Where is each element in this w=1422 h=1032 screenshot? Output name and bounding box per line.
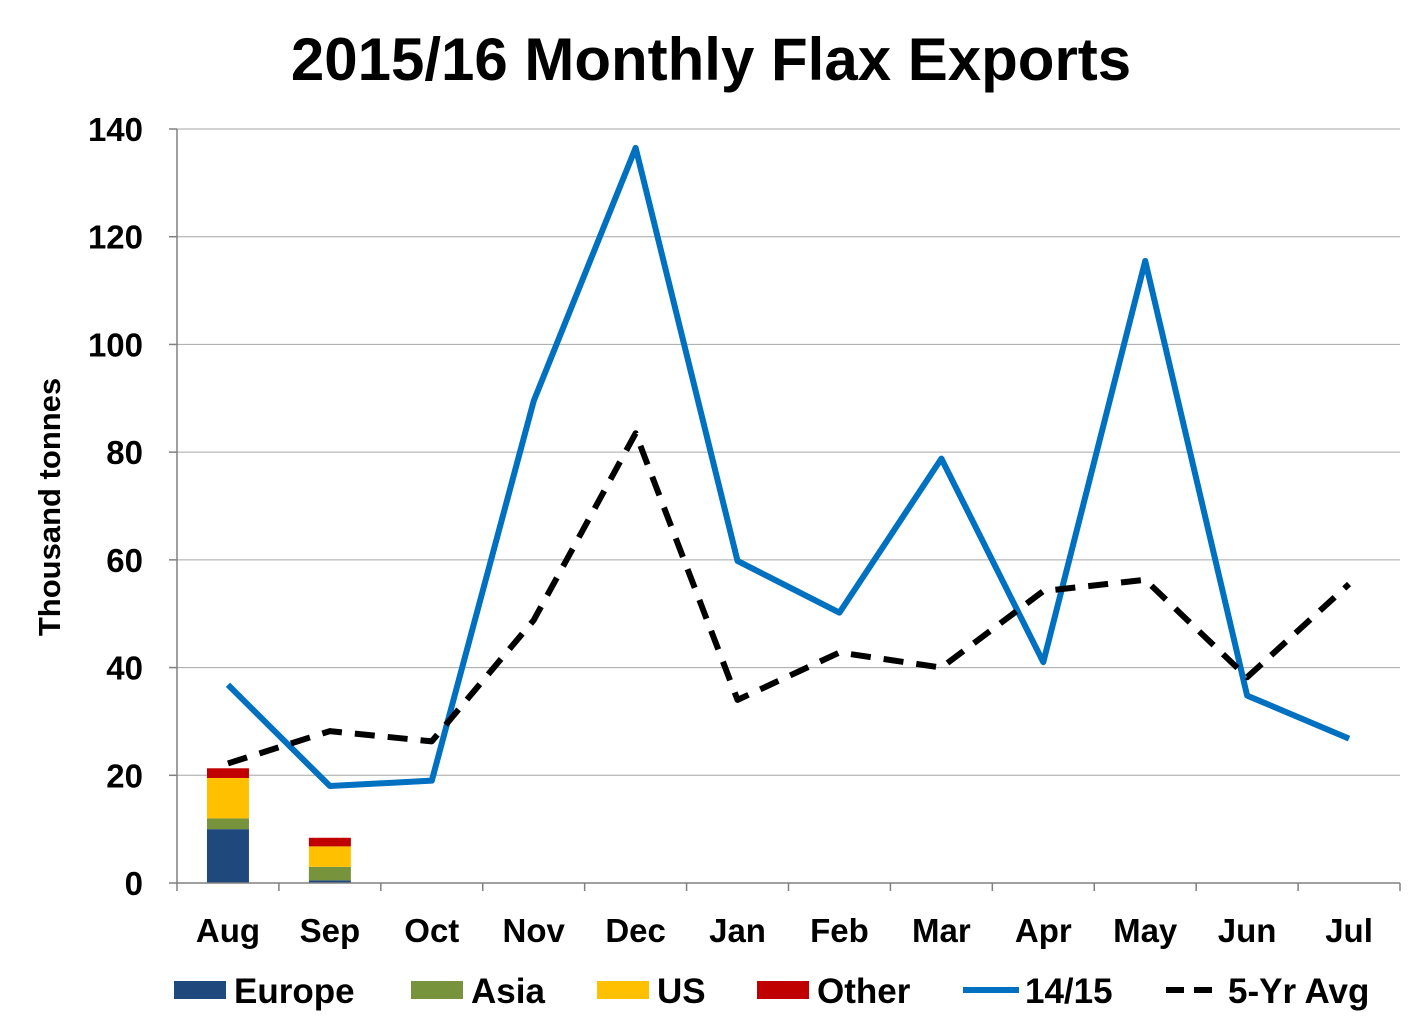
bar-us-sep [308,846,351,867]
legend-item-europe: Europe [174,972,355,1011]
x-tick-aug: Aug [196,912,260,949]
y-tick-20: 20 [106,757,143,794]
x-tick-sep: Sep [300,912,361,949]
x-tick-jun: Jun [1218,912,1277,949]
gridlines [177,128,1400,776]
bar-europe-aug [206,829,249,883]
legend-label-europe: Europe [234,972,355,1011]
y-tick-40: 40 [106,650,143,687]
stacked-bars [206,768,351,883]
legend-label-other: Other [817,972,911,1011]
bar-asia-sep [308,866,351,881]
legend-swatch-asia [411,981,463,999]
x-tick-jul: Jul [1325,912,1373,949]
bar-europe-sep [308,880,351,883]
legend-label-asia: Asia [471,972,545,1011]
axes [169,128,1401,891]
legend-item-14-15: 14/15 [963,972,1113,1011]
legend-item-asia: Asia [411,972,545,1011]
x-tick-labels: Aug Sep Oct Nov Dec Jan Feb Mar Apr May Jun Jul [196,912,1373,949]
legend-item-us: US [597,972,706,1011]
legend-label-14-15: 14/15 [1025,972,1113,1011]
legend-item-5-yr-avg: 5-Yr Avg [1166,972,1369,1011]
bar-asia-aug [206,818,249,830]
legend-swatch-europe [174,981,226,999]
x-tick-jan: Jan [709,912,766,949]
bar-us-aug [206,777,249,819]
line-5-yr-avg [227,430,1352,767]
y-axis-label: Thousand tonnes [32,378,67,636]
x-tick-feb: Feb [810,912,869,949]
line-14-15 [225,144,1351,790]
x-tick-may: May [1113,912,1178,949]
legend-label-us: US [657,972,706,1011]
legend-label-5-yr-avg: 5-Yr Avg [1228,972,1369,1011]
y-tick-100: 100 [88,326,143,363]
y-tick-120: 120 [88,219,143,256]
y-tick-60: 60 [106,542,143,579]
y-tick-labels: 0 20 40 60 80 100 120 140 [88,111,143,902]
x-tick-apr: Apr [1015,912,1072,949]
y-tick-140: 140 [88,111,143,148]
bar-other-sep [308,837,351,847]
x-tick-mar: Mar [912,912,971,949]
x-tick-dec: Dec [605,912,666,949]
bar-other-aug [206,768,249,778]
y-tick-0: 0 [125,865,143,902]
line-series [225,144,1352,790]
legend-swatch-us [597,981,649,999]
y-tick-80: 80 [106,434,143,471]
legend-item-other: Other [757,972,911,1011]
x-tick-nov: Nov [503,912,566,949]
legend-swatch-other [757,981,809,999]
x-tick-oct: Oct [404,912,459,949]
legend: Europe Asia US Other 14/15 5-Yr Avg [174,972,1369,1011]
chart-title: 2015/16 Monthly Flax Exports [291,26,1131,93]
